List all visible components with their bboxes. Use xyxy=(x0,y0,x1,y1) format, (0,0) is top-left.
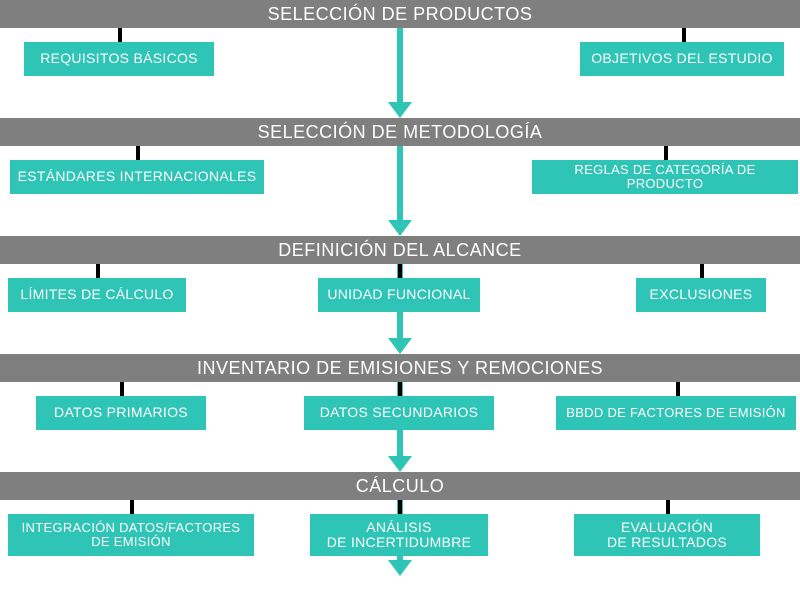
connector-tick-0-1 xyxy=(682,28,686,42)
connector-tick-4-2 xyxy=(666,500,670,514)
flow-box-1-1: REGLAS DE CATEGORÍA DE PRODUCTO xyxy=(532,160,798,194)
flow-box-3-1: DATOS SECUNDARIOS xyxy=(304,396,494,430)
arrow-head-1 xyxy=(388,220,412,236)
flowchart-stage: SELECCIÓN DE PRODUCTOS REQUISITOS BÁSICOS… xyxy=(0,0,800,592)
flow-box-2-0: LÍMITES DE CÁLCULO xyxy=(8,278,186,312)
flow-box-0-0: REQUISITOS BÁSICOS xyxy=(24,42,214,76)
connector-tick-3-0 xyxy=(120,382,124,396)
flow-box-4-2: EVALUACIÓN DE RESULTADOS xyxy=(574,514,760,556)
connector-tick-1-0 xyxy=(136,146,140,160)
arrow-head-4 xyxy=(388,560,412,576)
arrow-head-0 xyxy=(388,102,412,118)
flow-box-3-0: DATOS PRIMARIOS xyxy=(36,396,206,430)
flow-box-3-2: BBDD DE FACTORES DE EMISIÓN xyxy=(556,396,796,430)
section-header-4: CÁLCULO xyxy=(0,472,800,500)
section-header-0: SELECCIÓN DE PRODUCTOS xyxy=(0,0,800,28)
flow-box-4-0: INTEGRACIÓN DATOS/FACTORES DE EMISIÓN xyxy=(8,514,254,556)
connector-tick-0-0 xyxy=(118,28,122,42)
flow-box-4-1: ANÁLISIS DE INCERTIDUMBRE xyxy=(310,514,488,556)
connector-tick-2-2 xyxy=(700,264,704,278)
connector-tick-3-1 xyxy=(398,382,402,396)
arrow-stem-0 xyxy=(397,28,403,102)
connector-tick-2-1 xyxy=(398,264,402,278)
section-header-1: SELECCIÓN DE METODOLOGÍA xyxy=(0,118,800,146)
flow-box-2-1: UNIDAD FUNCIONAL xyxy=(318,278,480,312)
connector-tick-2-0 xyxy=(96,264,100,278)
connector-tick-4-1 xyxy=(398,500,402,514)
arrow-head-2 xyxy=(388,338,412,354)
flow-box-0-1: OBJETIVOS DEL ESTUDIO xyxy=(580,42,784,76)
connector-tick-4-0 xyxy=(130,500,134,514)
flow-box-1-0: ESTÁNDARES INTERNACIONALES xyxy=(10,160,264,194)
flow-box-2-2: EXCLUSIONES xyxy=(636,278,766,312)
section-header-2: DEFINICIÓN DEL ALCANCE xyxy=(0,236,800,264)
connector-tick-1-1 xyxy=(664,146,668,160)
arrow-head-3 xyxy=(388,456,412,472)
connector-tick-3-2 xyxy=(676,382,680,396)
section-header-3: INVENTARIO DE EMISIONES Y REMOCIONES xyxy=(0,354,800,382)
arrow-stem-1 xyxy=(397,146,403,220)
